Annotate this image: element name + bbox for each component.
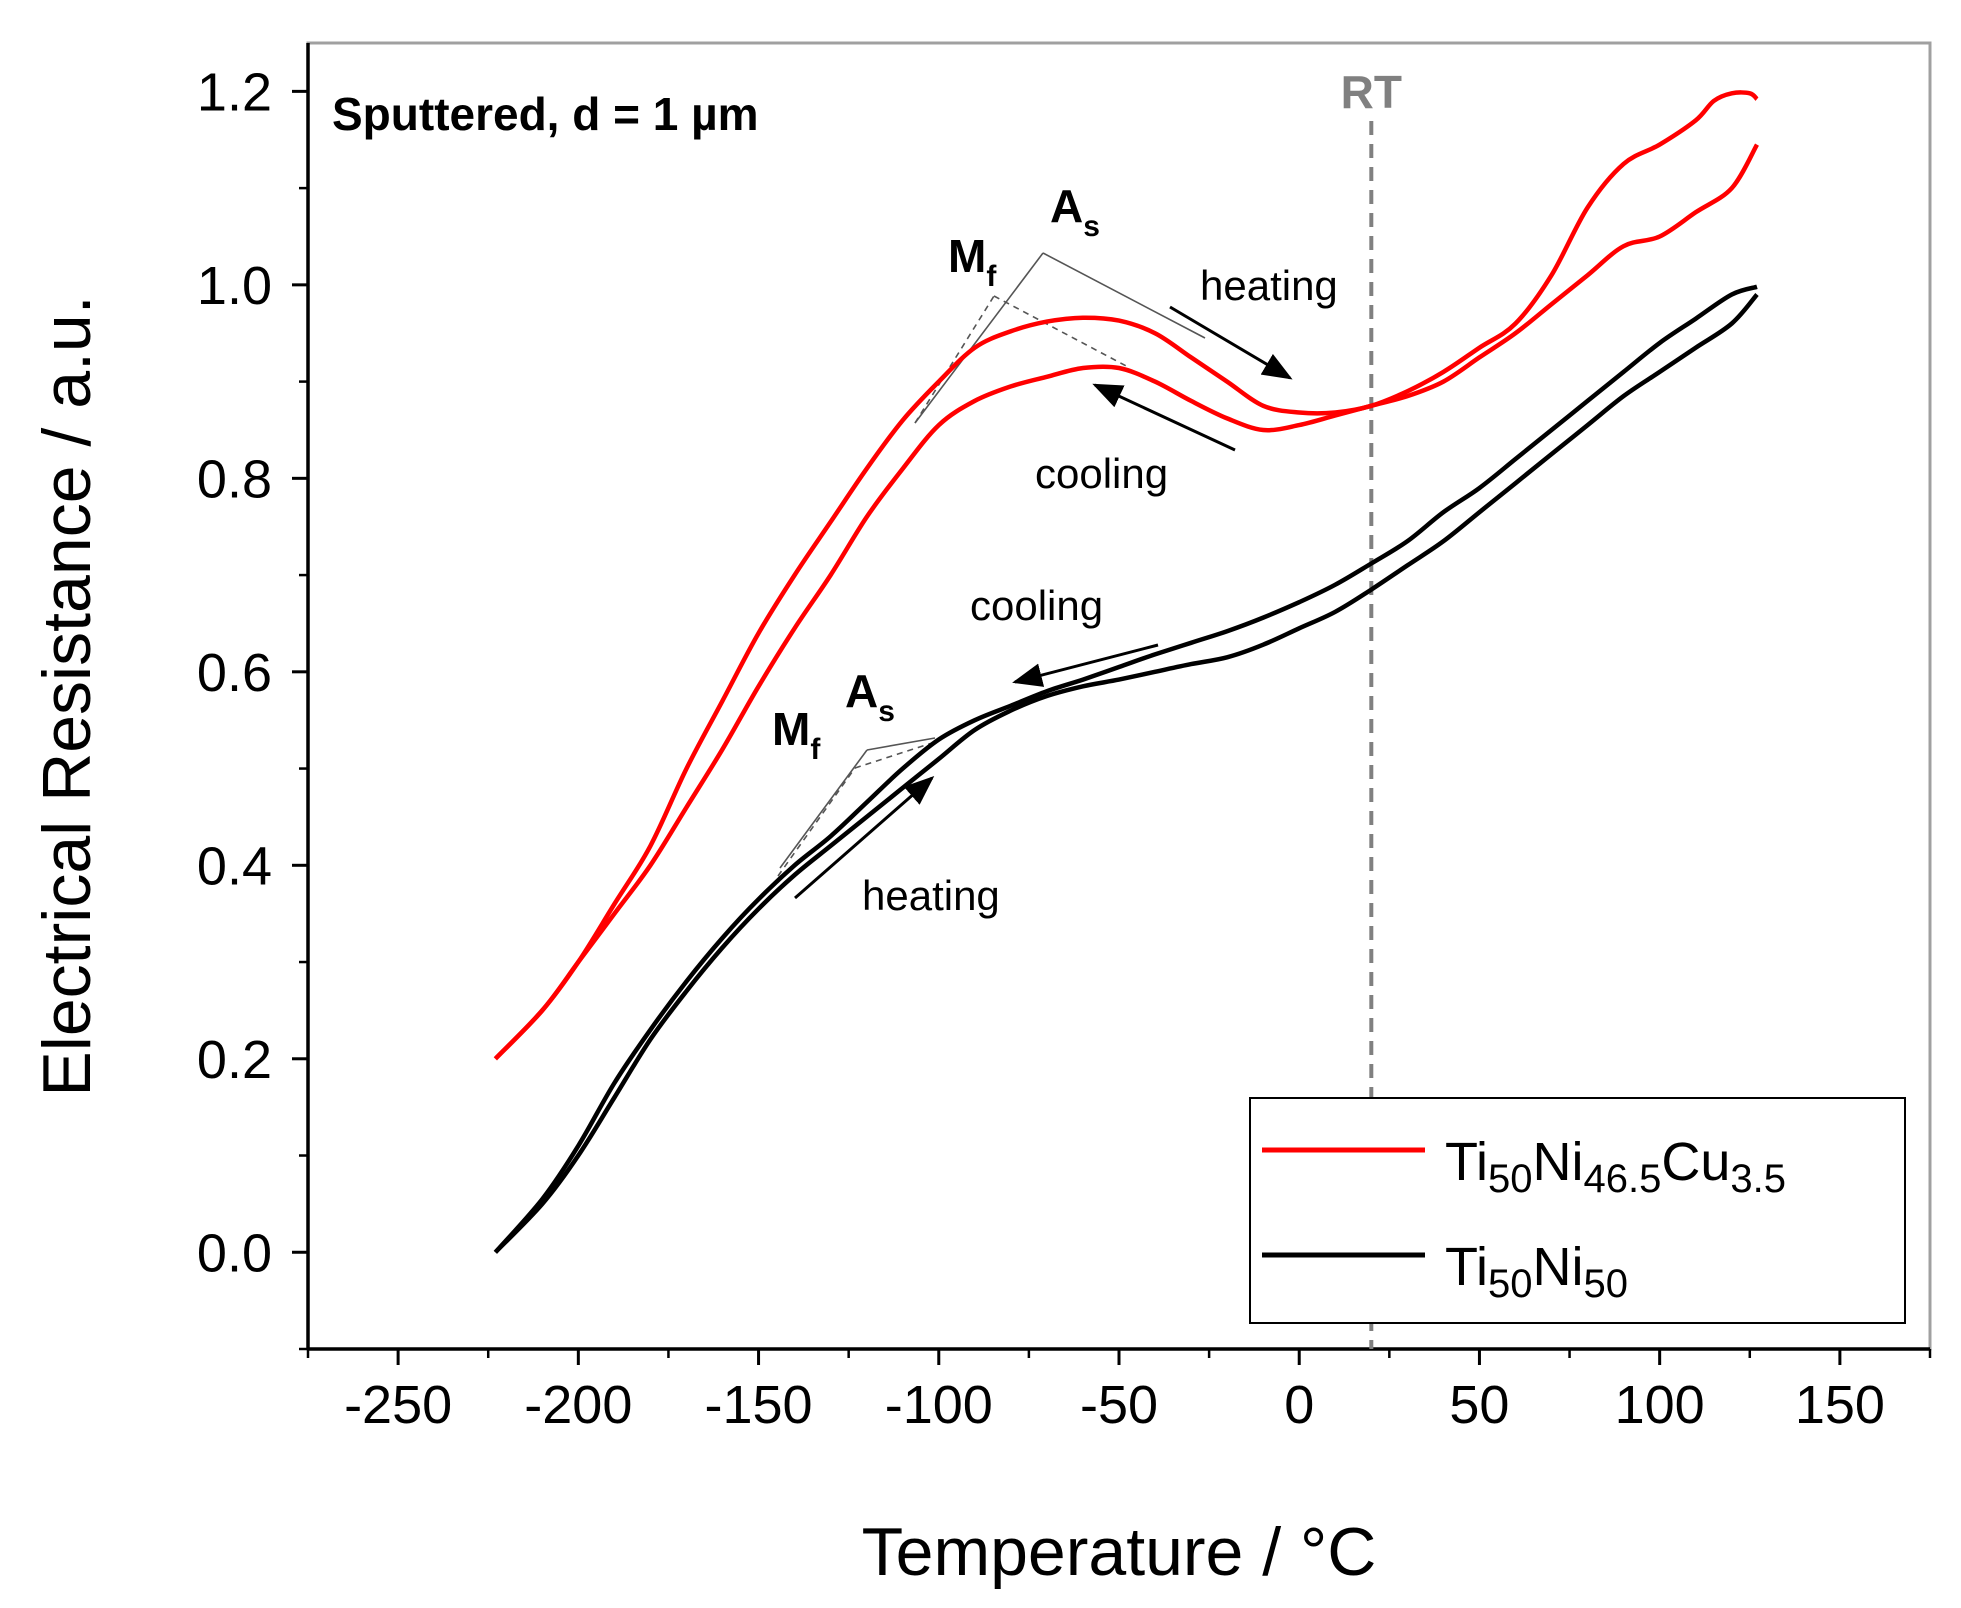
legend-box	[1249, 1097, 1906, 1324]
red-heating-arrow	[1169, 305, 1293, 380]
legend-red-ti-sub: 50	[1488, 1157, 1533, 1201]
y-tick-label: 0.6	[197, 643, 272, 703]
series-black-heating-line	[493, 293, 1759, 1254]
series-black-cooling-line	[493, 284, 1758, 1254]
black-as-base: A	[845, 665, 878, 717]
y-tick-label: 0.2	[197, 1030, 272, 1090]
rt-label: RT	[1341, 66, 1402, 118]
black-as-sub: s	[878, 695, 895, 728]
red-as-base: A	[1050, 180, 1083, 232]
legend-black-ni: Ni	[1532, 1237, 1583, 1297]
series-red-cooling-line	[493, 143, 1759, 1061]
legend-black-ni-sub: 50	[1583, 1262, 1628, 1306]
y-tick-label: 0.4	[197, 836, 272, 896]
legend: Ti50Ni46.5Cu3.5 Ti50Ni50	[1249, 1097, 1906, 1324]
y-tick-label: 0.8	[197, 449, 272, 509]
red-heating-label: heating	[1200, 262, 1338, 309]
black-mf-sub: f	[810, 733, 821, 766]
axis-tick-labels: -250 -200 -150 -100 -50 0 50 100 150 0.0 0.2 0.4 0.6…	[197, 62, 1885, 1435]
x-tick-label: 150	[1795, 1375, 1885, 1435]
x-axis-title: Temperature / °C	[862, 1514, 1377, 1590]
legend-red-cu: Cu	[1661, 1132, 1730, 1192]
legend-red-ni-sub: 46.5	[1583, 1157, 1661, 1201]
legend-black-ti-sub: 50	[1488, 1262, 1533, 1306]
x-tick-label: 50	[1449, 1375, 1509, 1435]
y-tick-label: 0.0	[197, 1223, 272, 1283]
red-as-label: As	[1050, 180, 1100, 243]
x-tick-label: -200	[524, 1375, 632, 1435]
x-tick-label: 0	[1284, 1375, 1314, 1435]
red-mf-sub: f	[986, 260, 997, 293]
y-axis-title: Electrical Resistance / a.u.	[29, 295, 105, 1096]
x-tick-label: -50	[1080, 1375, 1158, 1435]
tangent-red-cooling-high	[993, 295, 1131, 369]
red-mf-label: Mf	[948, 230, 997, 293]
tangent-red-cooling-low	[914, 295, 995, 424]
tangent-lines-red	[914, 252, 1206, 424]
legend-label-red: Ti50Ni46.5Cu3.5	[1445, 1132, 1786, 1201]
red-mf-base: M	[948, 230, 986, 282]
tangent-black-cooling-high	[854, 741, 936, 769]
tangent-black-cooling-low	[777, 767, 856, 877]
series-red-heating-line	[493, 90, 1759, 1061]
black-mf-label: Mf	[772, 703, 821, 766]
red-as-sub: s	[1083, 210, 1100, 243]
red-cooling-label: cooling	[1035, 450, 1168, 497]
black-cooling-arrow	[1012, 643, 1159, 687]
x-tick-label: -100	[885, 1375, 993, 1435]
y-tick-label: 1.2	[197, 62, 272, 122]
axis-ticks	[292, 89, 1932, 1365]
x-tick-label: -150	[705, 1375, 813, 1435]
legend-label-black: Ti50Ni50	[1445, 1237, 1628, 1306]
legend-red-ni: Ni	[1532, 1132, 1583, 1192]
tangent-black-heating-low	[779, 749, 868, 869]
tangent-black-heating-high	[866, 737, 936, 751]
chart-title: Sputtered, d = 1 µm	[332, 88, 759, 140]
black-heating-arrow	[794, 776, 935, 900]
tangent-red-heating-high	[1042, 252, 1206, 339]
legend-black-ti: Ti	[1445, 1237, 1488, 1297]
tangent-red-heating-low	[914, 252, 1044, 424]
x-tick-label: -250	[344, 1375, 452, 1435]
black-mf-base: M	[772, 703, 810, 755]
black-as-label: As	[845, 665, 895, 728]
legend-red-cu-sub: 3.5	[1730, 1157, 1786, 1201]
y-tick-label: 1.0	[197, 256, 272, 316]
x-tick-label: 100	[1615, 1375, 1705, 1435]
red-cooling-arrow	[1092, 383, 1236, 452]
tangent-lines-black	[777, 737, 936, 877]
legend-red-ti: Ti	[1445, 1132, 1488, 1192]
black-heating-label: heating	[862, 872, 1000, 919]
black-cooling-label: cooling	[970, 582, 1103, 629]
